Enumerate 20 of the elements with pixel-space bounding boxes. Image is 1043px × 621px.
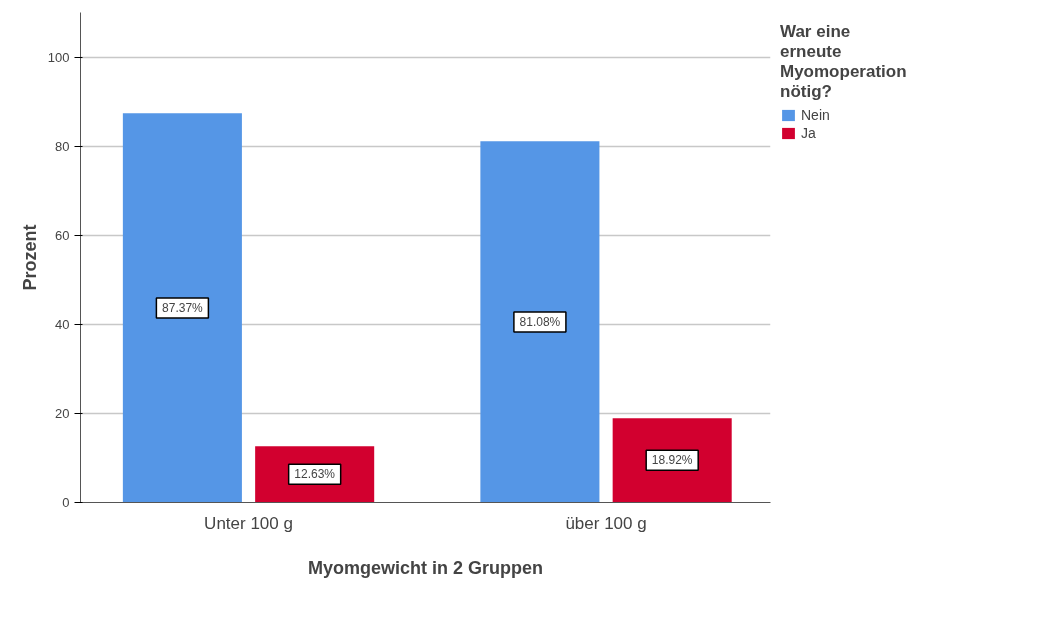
data-label: 81.08% xyxy=(519,314,561,329)
y-tick-label: 100 xyxy=(47,49,70,65)
x-axis-title: Myomgewicht in 2 Gruppen xyxy=(307,557,544,578)
x-tick-label: Unter 100 g xyxy=(204,513,293,533)
legend-title: War eine erneute Myomoperation nötig? xyxy=(780,22,907,102)
y-tick-label: 80 xyxy=(55,138,70,154)
y-axis-title: Prozent xyxy=(19,224,40,291)
legend-label: Nein xyxy=(801,107,830,123)
x-tick-label: über 100 g xyxy=(565,513,647,533)
y-tick-label: 20 xyxy=(55,405,70,421)
bar xyxy=(122,113,242,503)
bar xyxy=(480,141,600,503)
y-tick-label: 40 xyxy=(55,316,70,332)
bar xyxy=(612,418,732,503)
legend-label: Ja xyxy=(801,125,817,141)
y-tick-label: 60 xyxy=(55,227,70,243)
data-label: 12.63% xyxy=(294,467,336,482)
data-label: 87.37% xyxy=(162,300,204,315)
data-label: 18.92% xyxy=(651,453,693,468)
y-tick-label: 0 xyxy=(62,495,70,510)
